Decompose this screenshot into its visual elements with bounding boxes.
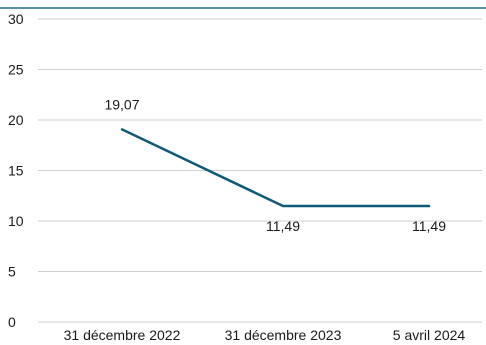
y-tick-label: 30 (8, 11, 24, 27)
y-tick-label: 10 (8, 213, 24, 229)
series-line (120, 128, 431, 208)
data-label: 11,49 (412, 218, 446, 234)
x-tick-label: 5 avril 2024 (393, 327, 466, 343)
y-tick-label: 15 (8, 163, 24, 179)
x-tick-label: 31 décembre 2022 (64, 327, 181, 343)
data-label: 19,07 (104, 96, 139, 112)
y-tick-label: 5 (8, 264, 16, 280)
x-tick-label: 31 décembre 2023 (225, 327, 342, 343)
y-tick-labels: 0 5 10 15 20 25 30 (8, 11, 24, 330)
y-tick-label: 0 (8, 314, 16, 330)
data-labels: 19,07 11,49 11,49 (104, 96, 446, 234)
grid-lines (38, 18, 482, 323)
y-tick-label: 25 (8, 62, 24, 78)
data-label: 11,49 (266, 218, 300, 234)
x-tick-labels: 31 décembre 2022 31 décembre 2023 5 avril … (64, 327, 466, 343)
y-tick-label: 20 (8, 112, 24, 128)
